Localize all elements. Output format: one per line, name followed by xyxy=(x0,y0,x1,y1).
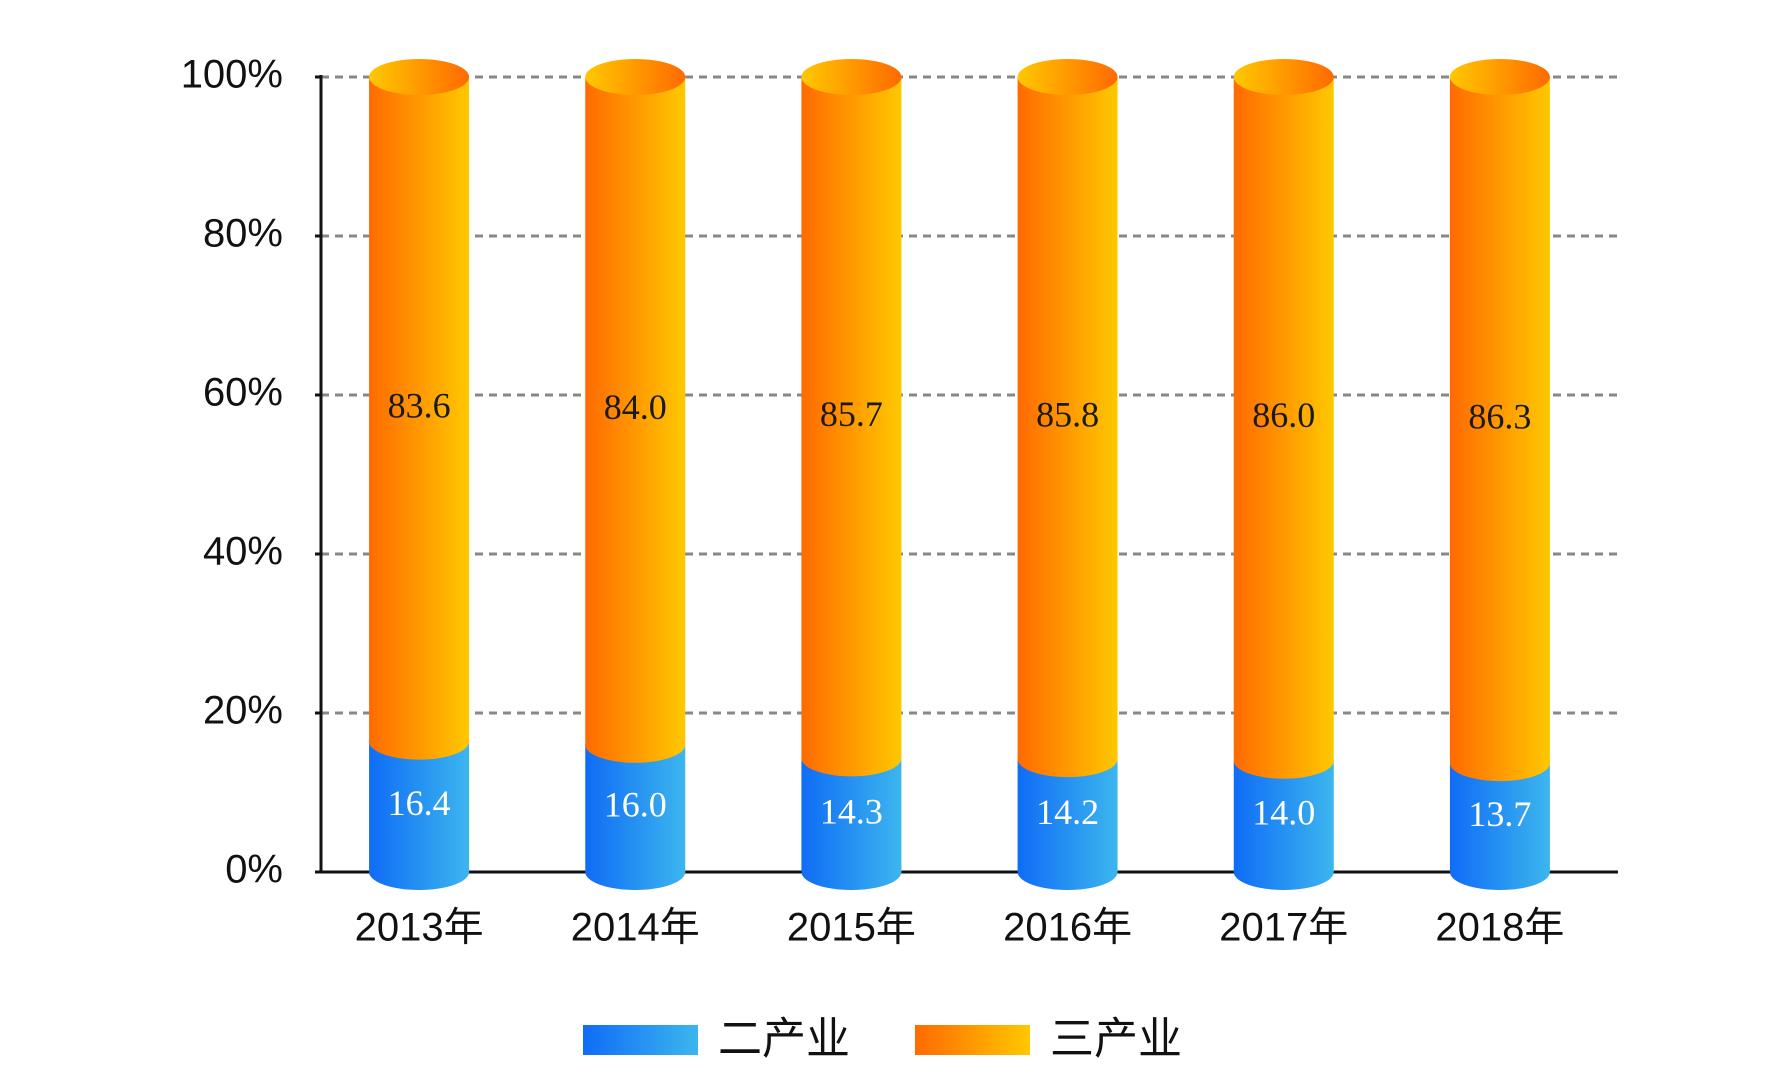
value-label: 85.7 xyxy=(820,394,883,434)
cylinder-top xyxy=(801,59,902,95)
value-label: 86.0 xyxy=(1252,395,1315,435)
y-tick-label: 40% xyxy=(203,530,283,574)
bar-segment xyxy=(585,77,686,745)
x-tick-label: 2016年 xyxy=(1003,906,1132,950)
value-label: 14.2 xyxy=(1036,792,1099,832)
y-tick-label: 20% xyxy=(203,689,283,733)
cylinder-top xyxy=(1449,59,1550,95)
x-tick-label: 2017年 xyxy=(1219,906,1348,950)
cylinder-top xyxy=(1017,59,1118,95)
bar-segment xyxy=(1449,77,1550,764)
legend-swatch xyxy=(583,1025,698,1055)
cylinder-bottom xyxy=(1449,745,1550,782)
cylinder-bottom xyxy=(585,854,686,890)
y-tick-label: 80% xyxy=(203,212,283,256)
cylinder-bottom xyxy=(1017,854,1118,890)
bar-segment xyxy=(1017,77,1118,760)
legend-label: 三产业 xyxy=(1050,1015,1182,1064)
value-label: 14.0 xyxy=(1252,793,1315,833)
x-tick-label: 2015年 xyxy=(787,906,916,950)
cylinder-bottom xyxy=(585,726,686,763)
x-tick-label: 2018年 xyxy=(1435,906,1564,950)
bar-segment xyxy=(369,741,470,872)
cylinder-top xyxy=(585,59,686,95)
legend-label: 二产业 xyxy=(718,1015,850,1064)
cylinder-top xyxy=(1233,59,1334,95)
cylinder-bottom xyxy=(1233,742,1334,779)
bar-segment xyxy=(1233,77,1334,761)
bar-segment xyxy=(801,77,902,759)
cylinder-bottom xyxy=(801,854,902,890)
value-label: 14.3 xyxy=(820,791,883,831)
value-label: 84.0 xyxy=(604,387,667,427)
value-label: 86.3 xyxy=(1468,396,1531,436)
value-label: 16.0 xyxy=(604,785,667,825)
value-label: 16.4 xyxy=(388,783,451,823)
cylinder-bottom xyxy=(369,723,470,760)
bar-segment xyxy=(1233,760,1334,872)
cylinder-bottom xyxy=(1449,854,1550,890)
bar-segment xyxy=(1449,763,1550,872)
cylinder-bottom xyxy=(369,854,470,890)
cylinder-bottom xyxy=(801,740,902,777)
cylinder-top xyxy=(369,59,470,95)
bar-segment xyxy=(369,77,470,742)
value-label: 85.8 xyxy=(1036,394,1099,434)
bar-segment xyxy=(585,744,686,872)
x-tick-label: 2014年 xyxy=(571,906,700,950)
y-tick-label: 0% xyxy=(225,848,283,892)
value-label: 83.6 xyxy=(388,386,451,426)
bar-segment xyxy=(801,758,902,872)
y-tick-label: 60% xyxy=(203,371,283,415)
cylinder-bottom xyxy=(1017,741,1118,778)
legend-swatch xyxy=(915,1025,1030,1055)
cylinder-bottom xyxy=(1233,854,1334,890)
y-tick-label: 100% xyxy=(181,53,283,97)
bar-segment xyxy=(1017,759,1118,872)
x-tick-label: 2013年 xyxy=(355,906,484,950)
value-label: 13.7 xyxy=(1468,794,1531,834)
